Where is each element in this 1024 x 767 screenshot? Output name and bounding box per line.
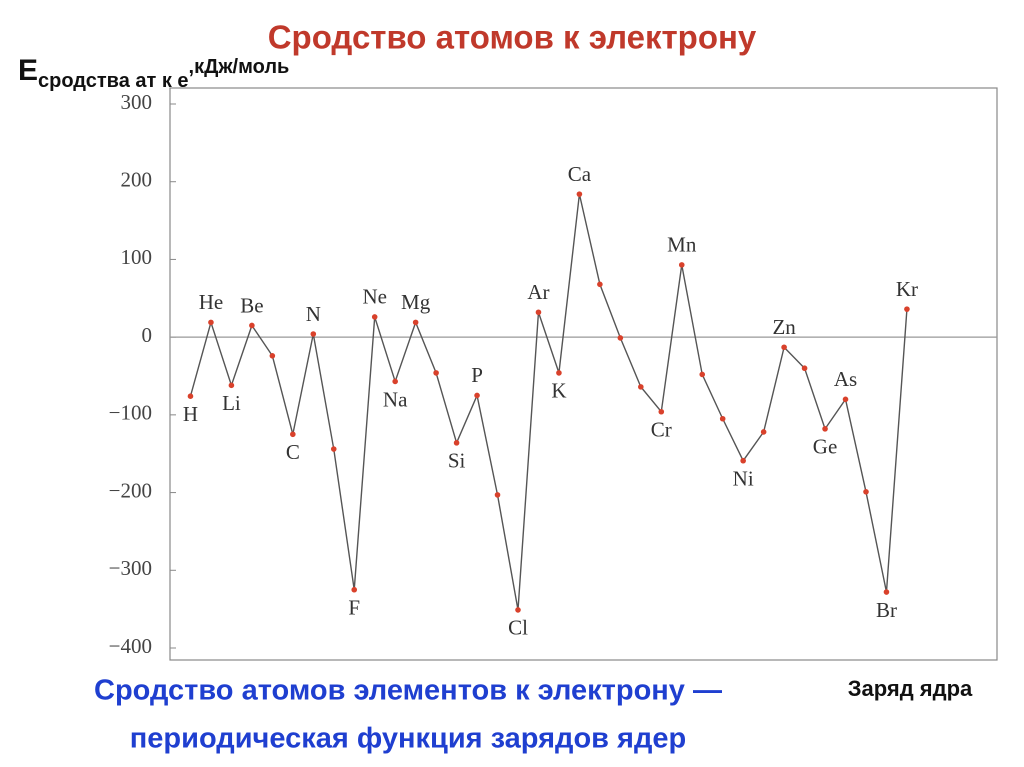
element-label: Ni	[733, 467, 754, 491]
data-point	[658, 408, 665, 415]
element-label: He	[199, 290, 224, 314]
element-label: Ca	[568, 162, 592, 186]
element-label: K	[551, 379, 566, 403]
data-point	[208, 319, 214, 326]
element-label: Cl	[508, 616, 528, 640]
plot-frame	[169, 87, 998, 661]
data-point	[412, 319, 419, 326]
element-label: Kr	[896, 277, 918, 301]
data-point	[883, 589, 890, 595]
chart-title: Сродство атомов к электрону	[268, 19, 757, 56]
element-label: Ge	[813, 435, 838, 459]
data-point	[740, 457, 746, 464]
data-point	[678, 262, 685, 268]
element-label: Mn	[667, 233, 697, 257]
x-axis-label: Заряд ядра	[848, 676, 973, 701]
data-point	[801, 365, 808, 372]
y-tick-label: −100	[109, 401, 152, 425]
y-label-main: E	[18, 54, 38, 87]
data-point	[638, 384, 644, 390]
y-tick-label: −400	[109, 634, 152, 658]
data-point	[351, 586, 358, 593]
caption-line: периодическая функция зарядов ядер	[130, 723, 686, 755]
element-label: As	[834, 367, 857, 391]
element-label: Ne	[362, 285, 387, 309]
element-label: Na	[383, 387, 408, 411]
element-label: Br	[876, 598, 897, 622]
element-label: Cr	[651, 418, 672, 442]
data-point	[269, 352, 276, 359]
data-point	[453, 440, 460, 446]
data-point	[433, 370, 439, 376]
element-label: N	[306, 302, 321, 326]
data-point	[371, 314, 378, 320]
y-tick-label: −300	[109, 556, 152, 580]
data-point	[699, 371, 706, 378]
element-label: Ar	[527, 280, 549, 304]
data-point	[535, 309, 542, 316]
data-point	[760, 429, 767, 435]
y-tick-label: −200	[109, 478, 152, 502]
data-point	[842, 396, 849, 403]
data-point	[187, 393, 194, 400]
element-label: H	[183, 402, 198, 426]
y-tick-label: 300	[121, 90, 153, 114]
data-point	[719, 415, 726, 422]
element-label: Zn	[772, 315, 796, 339]
element-label: Mg	[401, 290, 431, 314]
data-point	[515, 607, 521, 613]
y-tick-label: 0	[142, 323, 153, 347]
element-label: Li	[222, 391, 241, 415]
y-label-unit: ,кДж/моль	[189, 56, 290, 78]
data-point	[863, 488, 869, 495]
data-point	[904, 306, 910, 312]
data-point	[474, 392, 480, 399]
data-point	[617, 335, 624, 341]
y-tick-label: 200	[121, 168, 153, 192]
series-line	[189, 193, 908, 611]
data-point	[228, 382, 235, 389]
element-label: P	[471, 363, 483, 387]
data-point	[576, 191, 583, 197]
element-label: Si	[448, 449, 466, 473]
y-tick-label: 100	[121, 245, 153, 269]
data-point	[330, 446, 337, 452]
data-point	[781, 344, 787, 351]
element-label: F	[348, 596, 360, 620]
element-label: Be	[240, 293, 263, 317]
data-point	[597, 281, 603, 288]
data-point	[494, 492, 501, 498]
data-point	[822, 426, 828, 432]
data-point	[392, 378, 398, 385]
data-point	[310, 331, 317, 337]
caption-line: Сродство атомов элементов к электрону —	[94, 675, 722, 707]
y-label-sub: сродства ат к е	[38, 70, 189, 92]
y-axis-label: Eсродства ат к е,кДж/моль	[18, 54, 289, 92]
data-point	[290, 431, 296, 438]
data-point	[556, 370, 562, 376]
data-point	[249, 322, 255, 329]
element-label: C	[286, 440, 300, 464]
